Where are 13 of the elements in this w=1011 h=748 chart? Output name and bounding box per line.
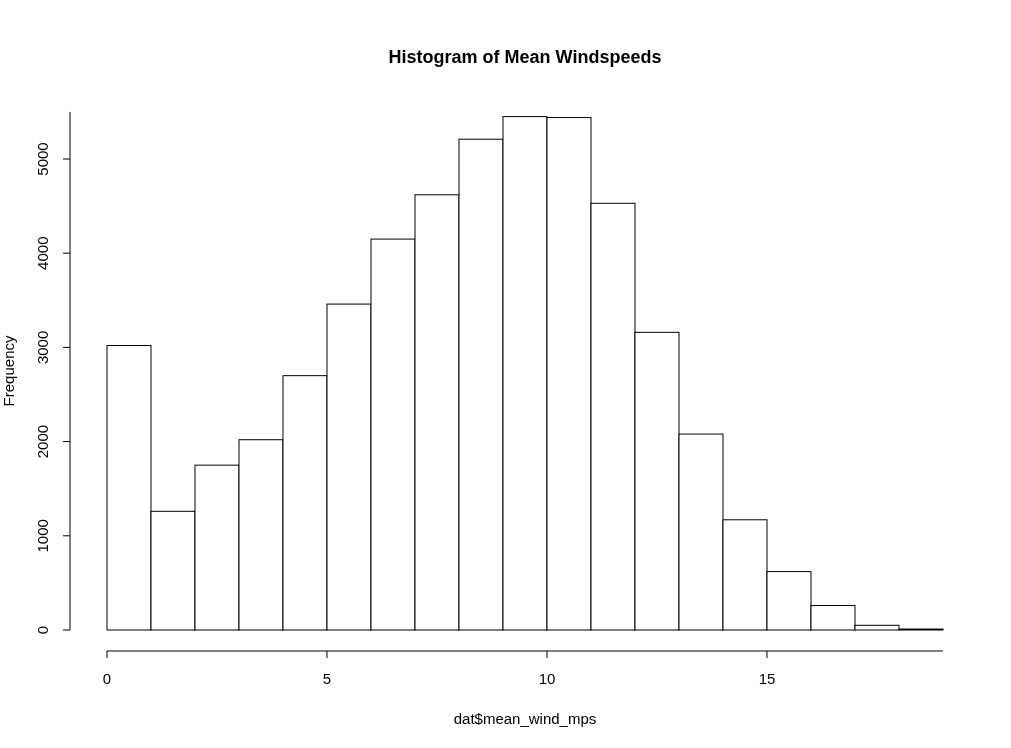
y-tick-label: 4000 [34,236,51,270]
x-tick-label: 15 [758,670,776,687]
chart-title: Histogram of Mean Windspeeds [388,47,662,67]
x-tick-label: 5 [322,670,332,687]
x-tick-label: 10 [538,670,556,687]
x-tick-label: 0 [102,670,112,687]
y-tick-label: 0 [34,625,51,635]
y-tick-label: 2000 [34,424,51,459]
y-tick-label: 5000 [34,142,51,176]
y-tick-label: 3000 [34,330,51,365]
y-axis-title: Frequency [0,335,17,407]
x-axis-title: dat$mean_wind_mps [453,710,597,727]
y-tick-label: 1000 [34,519,51,553]
